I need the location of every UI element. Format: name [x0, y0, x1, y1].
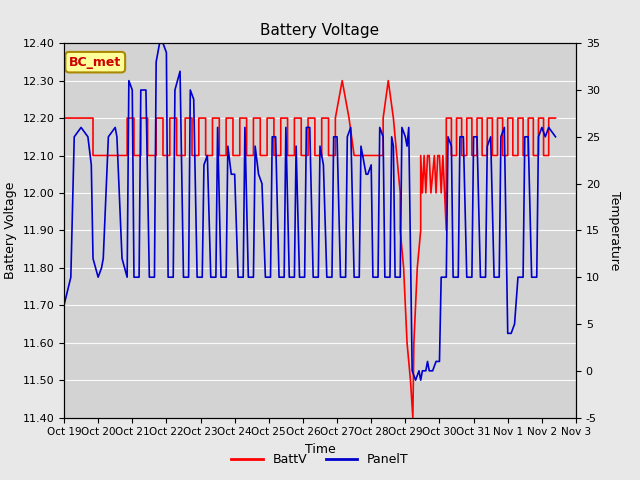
Y-axis label: Battery Voltage: Battery Voltage	[4, 182, 17, 279]
X-axis label: Time: Time	[305, 443, 335, 456]
Text: BC_met: BC_met	[69, 56, 122, 69]
Y-axis label: Temperature: Temperature	[608, 191, 621, 270]
Legend: BattV, PanelT: BattV, PanelT	[227, 448, 413, 471]
Title: Battery Voltage: Battery Voltage	[260, 23, 380, 38]
